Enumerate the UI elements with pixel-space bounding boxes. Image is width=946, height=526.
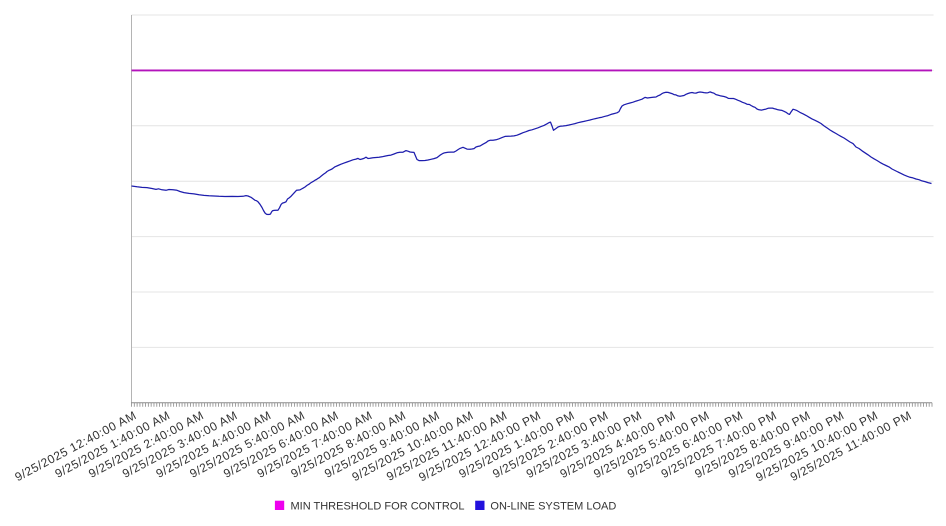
svg-text:MIN THRESHOLD FOR CONTROL: MIN THRESHOLD FOR CONTROL [291,500,465,512]
svg-text:ON-LINE SYSTEM LOAD: ON-LINE SYSTEM LOAD [490,500,616,512]
